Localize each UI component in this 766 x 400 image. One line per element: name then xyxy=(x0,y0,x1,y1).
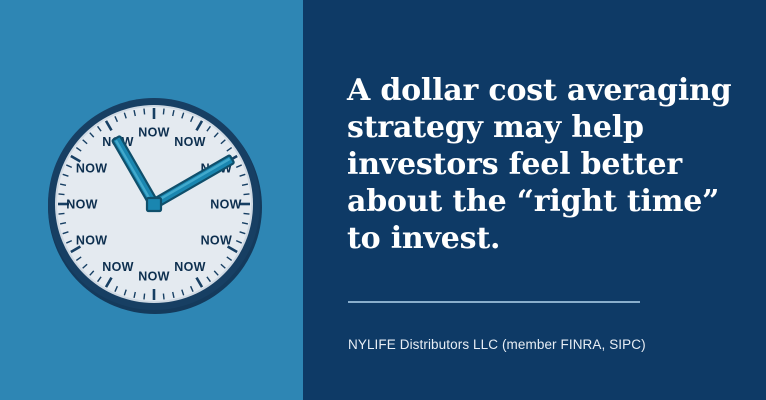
clock-hands-icon xyxy=(111,135,235,213)
clock-ticks-icon xyxy=(58,108,250,300)
clock-hour-label: NOW xyxy=(138,126,169,140)
headline: A dollar cost averaging strategy may hel… xyxy=(347,72,747,257)
clock-hour-label: NOW xyxy=(102,260,133,274)
headline-line-2: strategy may help xyxy=(347,110,644,145)
disclosure-text: NYLIFE Distributors LLC (member FINRA, S… xyxy=(348,337,646,352)
headline-line-3: investors feel better xyxy=(347,147,683,182)
headline-line-1: A dollar cost averaging xyxy=(347,73,732,108)
clock-hour-label: NOW xyxy=(201,234,232,248)
now-clock-illustration: NOWNOWNOWNOWNOWNOWNOWNOWNOWNOWNOWNOW xyxy=(44,92,266,318)
clock-svg: NOWNOWNOWNOWNOWNOWNOWNOWNOWNOWNOWNOW xyxy=(48,98,262,314)
clock-hour-label: NOW xyxy=(138,270,169,284)
headline-line-4: about the “right time” xyxy=(347,184,720,219)
clock-hour-label: NOW xyxy=(210,198,241,212)
clock-center-cap-icon xyxy=(145,196,163,213)
clock-hour-label: NOW xyxy=(76,234,107,248)
clock-hour-label: NOW xyxy=(66,198,97,212)
headline-line-5: to invest. xyxy=(347,221,501,256)
right-content-panel xyxy=(303,0,766,400)
horizontal-divider xyxy=(348,301,640,303)
clock-hour-label: NOW xyxy=(174,135,205,149)
clock-hour-label: NOW xyxy=(174,260,205,274)
clock-hour-label: NOW xyxy=(76,162,107,176)
